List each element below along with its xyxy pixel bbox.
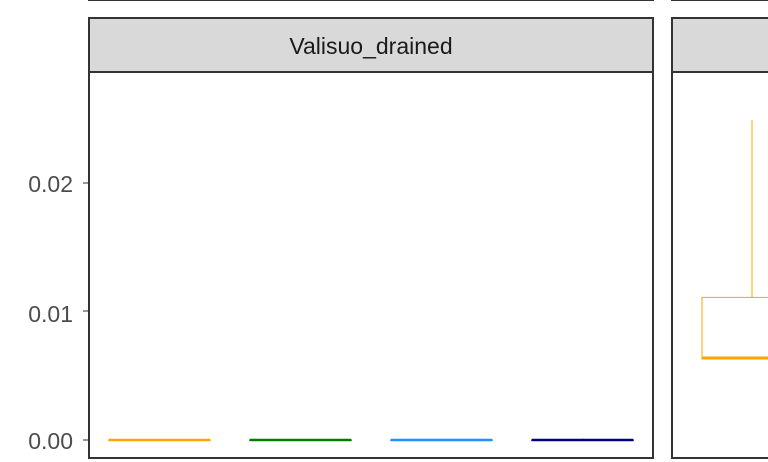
facet-panel-left: Valisuo_drained <box>88 17 654 459</box>
y-tick-label-0: 0.00 <box>28 428 73 454</box>
box-right-0 <box>701 120 768 360</box>
box-0 <box>108 438 211 442</box>
y-tick-label-1: 0.01 <box>28 301 73 327</box>
panel-background <box>88 71 654 459</box>
panel-background-right <box>671 71 768 459</box>
y-axis: 0.00 0.01 0.02 <box>28 171 89 454</box>
y-tick-label-2: 0.02 <box>28 171 73 197</box>
box-body <box>701 296 768 360</box>
facet-strip-right <box>671 17 768 73</box>
facet-strip-label: Valisuo_drained <box>289 33 452 59</box>
box-2 <box>390 438 493 442</box>
facet-strip <box>88 17 654 73</box>
boxes-right <box>701 120 768 360</box>
boxes-left <box>108 438 634 442</box>
facet-panel-right <box>671 17 768 459</box>
box-1 <box>249 438 352 442</box>
box-3 <box>531 438 634 442</box>
